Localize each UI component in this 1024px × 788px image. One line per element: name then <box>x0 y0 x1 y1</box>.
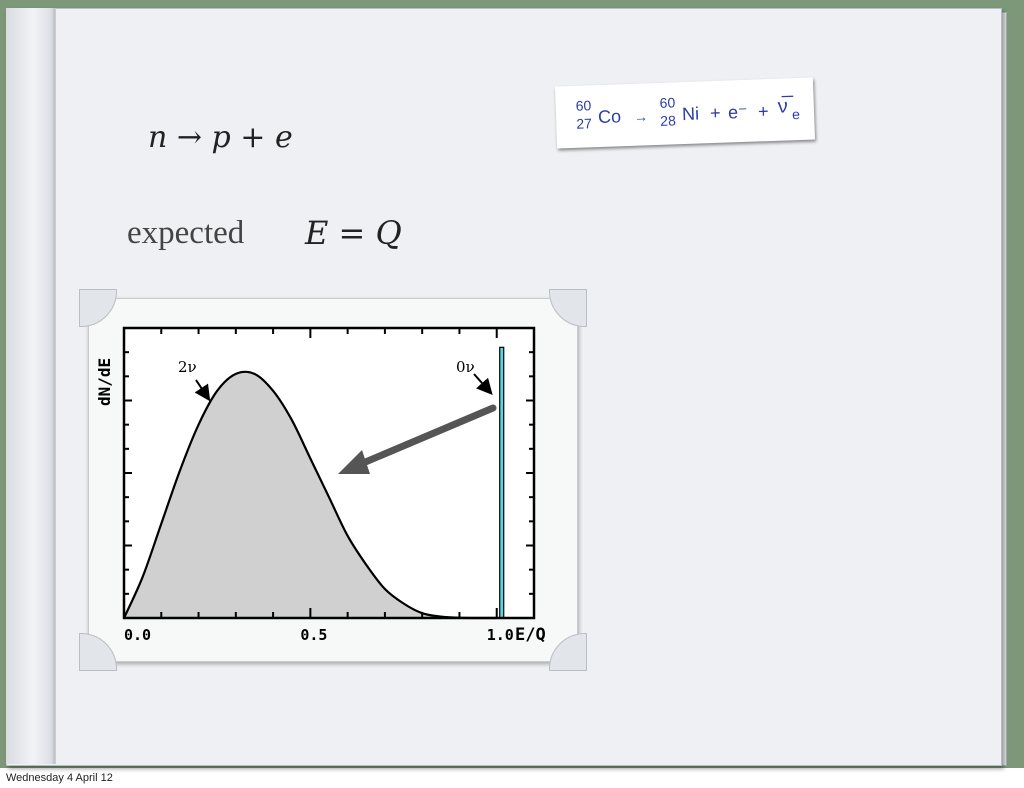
x-tick-label: 1.0 <box>487 626 514 644</box>
plus-sign-1: + <box>709 102 721 124</box>
spectrum-2nu-line <box>122 370 497 620</box>
electron-symbol: e⁻ <box>727 101 748 123</box>
plot-border <box>122 326 536 620</box>
ni-symbol: Ni <box>681 103 700 125</box>
label-0nu: 0ν <box>456 358 475 376</box>
ni-atomic-number: 28 <box>659 112 677 129</box>
footer-date: Wednesday 4 April 12 <box>6 772 113 784</box>
co-mass-number: 60 <box>575 97 592 114</box>
cobalt-decay-note: 60 27 Co → 60 28 Ni + e⁻ + ν̅ e <box>554 77 816 149</box>
reaction-arrow: → <box>633 108 649 125</box>
page-fold <box>53 8 55 764</box>
y-axis-label: dN/dE <box>95 358 114 406</box>
x-tick-label: 0.0 <box>124 626 151 644</box>
label-2nu: 2ν <box>178 358 197 376</box>
x-tick-label: 0.5 <box>300 626 327 644</box>
peak-0nu-bar <box>499 346 505 619</box>
expected-equation: E = Q <box>305 214 402 252</box>
x-tick-labels: 0.0 0.5 1.0 <box>124 626 514 644</box>
pointer-0nu <box>473 373 493 395</box>
antineutrino-subscript: e <box>791 105 801 123</box>
plus-sign-2: + <box>757 101 769 122</box>
spectrum-chart: 0.0 0.5 1.0 E/Q dN/dE 2ν 0ν <box>95 326 546 645</box>
big-arrow-icon <box>338 404 497 474</box>
expected-label: expected <box>127 215 245 251</box>
pointer-2nu <box>194 379 211 402</box>
decay-equation: n → p + e <box>148 120 293 155</box>
antineutrino-symbol: ν̅ <box>777 95 789 118</box>
ni-mass-number: 60 <box>659 94 676 111</box>
x-axis-label: E/Q <box>515 625 546 645</box>
co-symbol: Co <box>597 106 622 128</box>
spectrum-2nu-area <box>124 371 497 619</box>
book-spine <box>6 8 56 764</box>
co-atomic-number: 27 <box>576 115 593 132</box>
plot-area <box>122 346 505 620</box>
